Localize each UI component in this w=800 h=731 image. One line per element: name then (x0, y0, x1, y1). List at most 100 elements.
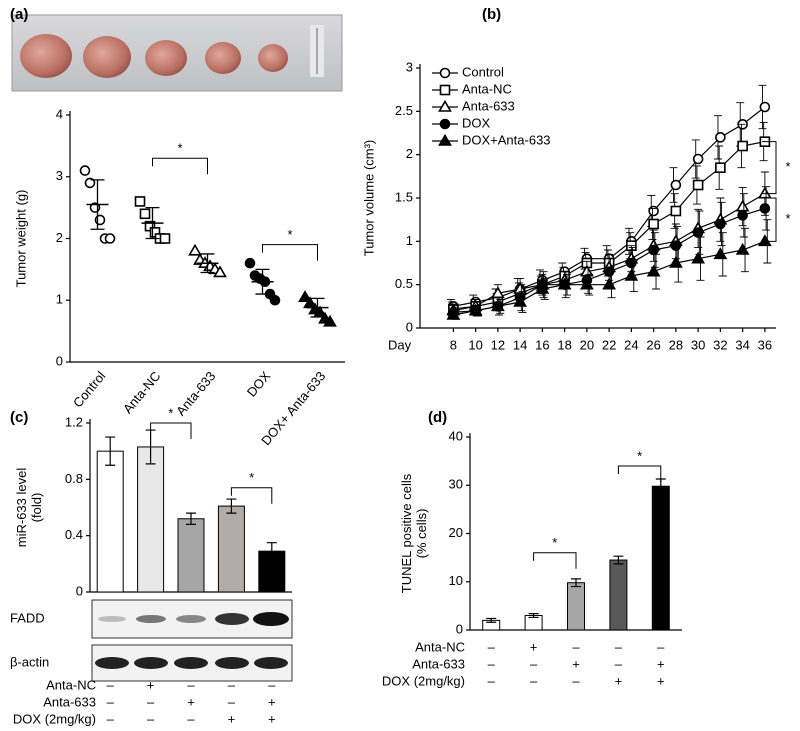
y-tick-label: 2 (56, 230, 63, 245)
x-tick-label: 16 (535, 337, 549, 352)
marker (648, 244, 659, 256)
bar (567, 582, 585, 631)
x-tick-label: 20 (580, 337, 594, 352)
condition-sign: – (530, 673, 538, 688)
marker (323, 314, 337, 327)
y-tick-label: 10 (449, 573, 463, 588)
significance-bracket (762, 141, 777, 195)
marker (439, 67, 451, 79)
condition-sign: + (657, 673, 665, 688)
y-tick-label: 1.5 (395, 189, 413, 204)
error-bar (226, 498, 237, 514)
condition-sign: + (615, 673, 623, 688)
marker (692, 179, 704, 191)
marker (670, 240, 682, 251)
condition-label: Anta-NC (46, 677, 96, 692)
panel-label: (a) (10, 6, 28, 23)
significance-label: * (249, 470, 254, 485)
condition-label: Anta-633 (412, 656, 465, 671)
bar (609, 559, 628, 631)
condition-sign: + (187, 694, 195, 709)
y-axis-label: TUNEL positive cells(% cells) (399, 473, 429, 593)
marker (188, 243, 202, 256)
significance-label: * (552, 535, 557, 550)
marker (579, 277, 594, 290)
marker (84, 177, 96, 189)
marker (446, 307, 461, 320)
y-axis-label-line: (fold) (29, 493, 44, 523)
marker (670, 179, 682, 191)
error-bar (486, 617, 497, 623)
marker (79, 165, 91, 176)
condition-sign: – (615, 639, 623, 654)
marker (648, 218, 659, 230)
marker (438, 99, 452, 112)
error-bar (105, 436, 116, 466)
y-tick-label: 0 (456, 621, 463, 636)
western-blot (91, 599, 293, 682)
legend-label: DOX (462, 115, 491, 130)
marker (244, 257, 256, 269)
condition-sign: + (530, 639, 538, 654)
marker (438, 133, 452, 146)
marker (715, 132, 726, 143)
y-axis-label-line: miR-633 level (14, 468, 29, 548)
y-tick-label: 30 (449, 477, 463, 492)
legend-label: Anta-633 (462, 98, 515, 113)
y-tick-label: 0 (406, 319, 413, 334)
marker (626, 257, 637, 269)
panel-label: (c) (10, 409, 28, 426)
x-tick-label: 10 (468, 337, 482, 352)
error-bar (266, 542, 277, 561)
bar (96, 450, 124, 593)
error-bar (571, 578, 581, 588)
condition-sign: – (147, 711, 155, 726)
blot-label: β-actin (10, 654, 49, 669)
marker (490, 299, 505, 312)
marker (713, 247, 728, 260)
y-tick-label: 0 (56, 353, 63, 368)
error-bar (528, 612, 539, 619)
condition-sign: – (657, 639, 665, 654)
y-axis-label-line: (% cells) (414, 509, 429, 559)
x-tick-label: 30 (691, 337, 705, 352)
marker (757, 234, 772, 247)
condition-sign: – (572, 673, 580, 688)
marker (298, 290, 312, 302)
x-tick-label: 26 (646, 337, 660, 352)
marker (668, 255, 683, 268)
x-tick-label: 12 (491, 337, 505, 352)
significance-label: * (785, 159, 790, 174)
condition-sign: – (615, 656, 623, 671)
x-tick-label: 24 (624, 337, 638, 352)
x-tick-label: 18 (557, 337, 571, 352)
y-axis-label: Tumor volume (cm³) (361, 140, 376, 257)
marker (759, 203, 771, 214)
y-axis-label: Tumor weight (g) (13, 190, 28, 288)
significance-label: * (168, 405, 173, 420)
x-tick-label: 14 (513, 337, 527, 352)
marker (757, 186, 772, 199)
condition-label: Anta-NC (415, 639, 465, 654)
condition-sign: – (488, 656, 496, 671)
condition-sign: + (657, 656, 665, 671)
marker (439, 84, 451, 96)
marker (134, 196, 146, 207)
y-tick-label: 0.5 (395, 276, 413, 291)
legend-label: DOX+Anta-633 (462, 132, 551, 147)
condition-sign: – (228, 677, 236, 692)
x-axis-label: Day (388, 337, 412, 352)
x-tick-label: 32 (713, 337, 727, 352)
bar (217, 505, 245, 593)
y-tick-label: 0.8 (65, 471, 83, 486)
error-bar (200, 253, 215, 274)
marker (213, 265, 227, 278)
marker (624, 268, 639, 281)
y-tick-label: 20 (449, 525, 463, 540)
y-tick-label: 1 (406, 233, 413, 248)
x-tick-label: 8 (450, 337, 457, 352)
condition-sign: + (268, 694, 276, 709)
y-tick-label: 4 (56, 106, 63, 121)
significance-bracket (617, 465, 662, 482)
y-tick-label: 3 (406, 59, 413, 74)
